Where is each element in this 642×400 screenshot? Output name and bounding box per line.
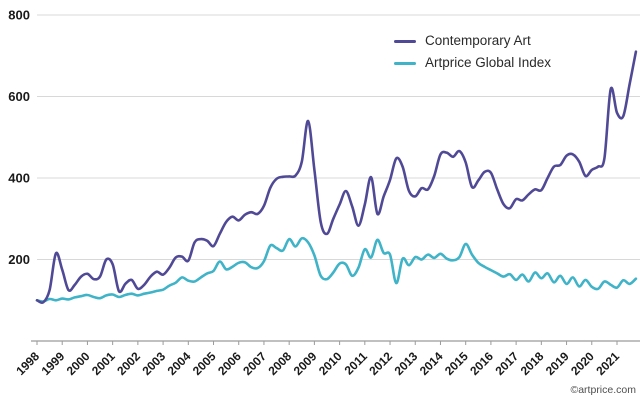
x-axis-label-2020: 2020: [568, 349, 597, 378]
x-axis-label-2004: 2004: [165, 349, 194, 378]
x-axis-label-1998: 1998: [13, 349, 42, 378]
y-axis-label-800: 800: [8, 8, 30, 23]
x-axis-label-2011: 2011: [342, 349, 371, 378]
x-axis-label-2003: 2003: [139, 349, 168, 378]
x-axis-label-2018: 2018: [518, 349, 547, 378]
x-axis-label-2015: 2015: [442, 349, 471, 378]
x-axis-label-2019: 2019: [543, 349, 572, 378]
x-axis-label-2002: 2002: [114, 349, 143, 378]
legend-swatch-contemporary-art: [394, 39, 416, 43]
x-axis-label-2007: 2007: [240, 349, 269, 378]
x-axis-label-2001: 2001: [89, 349, 118, 378]
watermark-text: ©artprice.com: [570, 384, 636, 396]
x-axis-label-2006: 2006: [215, 349, 244, 378]
series-line-artprice-global-index: [35, 236, 638, 303]
x-axis-label-2021: 2021: [593, 349, 622, 378]
series-line-contemporary-art: [35, 50, 638, 305]
x-axis-label-2016: 2016: [467, 349, 496, 378]
x-axis-label-2005: 2005: [190, 349, 219, 378]
y-axis-label-600: 600: [8, 89, 30, 104]
x-axis-label-2013: 2013: [392, 349, 421, 378]
legend-label-contemporary-art: Contemporary Art: [425, 33, 531, 48]
x-axis-label-2012: 2012: [366, 349, 395, 378]
y-axis-label-400: 400: [8, 171, 30, 186]
legend-label-artprice-global-index: Artprice Global Index: [425, 55, 552, 71]
x-axis-label-2010: 2010: [316, 349, 345, 378]
legend-swatch-artprice-global-index: [394, 61, 416, 65]
x-axis-label-2017: 2017: [492, 349, 521, 378]
x-axis-label-2009: 2009: [291, 349, 320, 378]
x-axis-label-1999: 1999: [39, 349, 68, 378]
legend-item-contemporary-art: Contemporary Art: [394, 33, 551, 49]
legend-item-artprice-global-index: Artprice Global Index: [394, 55, 551, 71]
x-axis-label-2000: 2000: [64, 349, 93, 378]
chart-legend: Contemporary Art Artprice Global Index: [394, 33, 551, 71]
x-axis-label-2008: 2008: [266, 349, 295, 378]
x-axis-label-2014: 2014: [417, 349, 446, 378]
y-axis-label-200: 200: [8, 252, 30, 267]
